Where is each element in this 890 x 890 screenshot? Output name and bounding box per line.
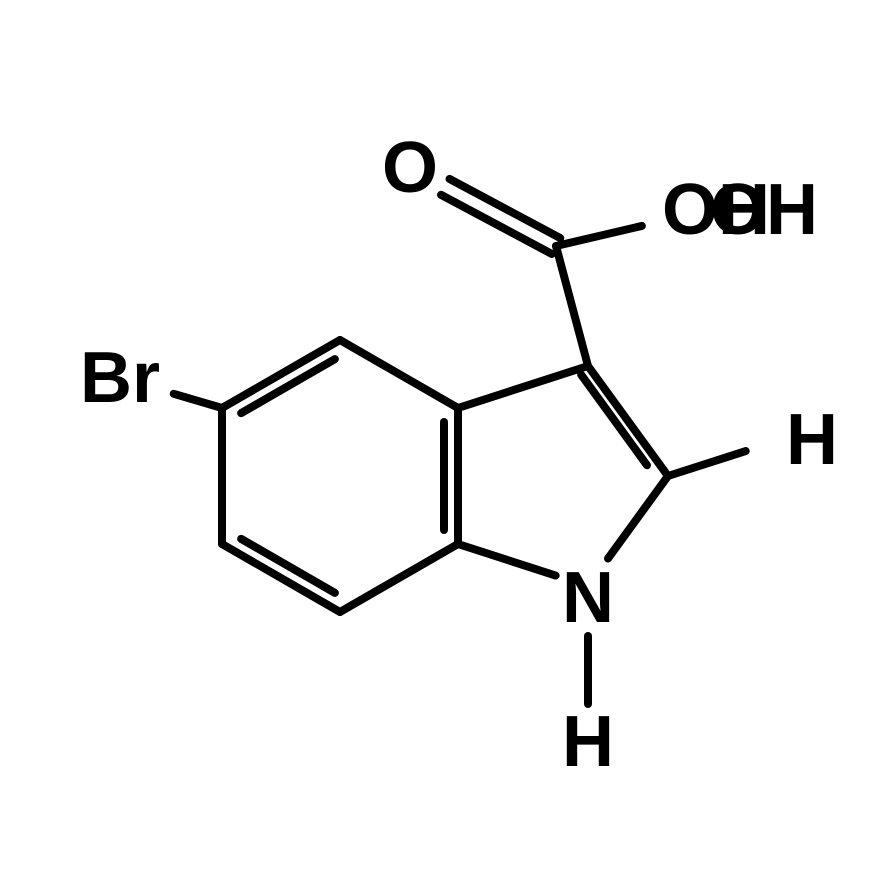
- chemical-structure-diagram: BrOOHOHNHH: [0, 0, 890, 890]
- nitrogen-atom-label: N: [562, 558, 614, 638]
- nh-hydrogen-label: H: [562, 702, 614, 782]
- bromine-atom-label: Br: [80, 338, 160, 418]
- hydroxyl-label: OH: [662, 170, 770, 250]
- c2-hydrogen-label: H: [786, 400, 838, 480]
- carbonyl-oxygen-label: O: [382, 128, 438, 208]
